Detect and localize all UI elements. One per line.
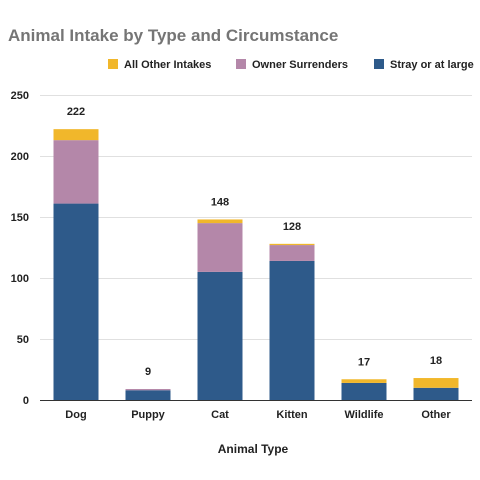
legend-item: Stray or at large xyxy=(374,59,474,71)
total-label: 17 xyxy=(358,356,370,368)
bar-segment-puppy-owner-surrenders xyxy=(125,389,171,391)
x-category-label: Other xyxy=(421,409,451,421)
y-axis-ticks: 0 50 100 150 200 250 xyxy=(11,90,29,407)
y-tick-label: 250 xyxy=(11,90,29,102)
total-label: 9 xyxy=(145,366,151,378)
bar-segment-wildlife-stray-or-at-large xyxy=(341,382,387,400)
bar-segment-dog-owner-surrenders xyxy=(53,140,99,204)
x-category-label: Puppy xyxy=(131,409,165,421)
bar-segment-other-stray-or-at-large xyxy=(413,387,459,400)
x-category-label: Wildlife xyxy=(344,409,383,421)
y-tick-label: 200 xyxy=(11,151,29,163)
bar-segment-kitten-all-other-intakes xyxy=(269,243,315,246)
chart-title: Animal Intake by Type and Circumstance xyxy=(8,26,338,45)
legend-label: All Other Intakes xyxy=(124,59,211,71)
bar-segment-kitten-owner-surrenders xyxy=(269,245,315,261)
total-labels: 222 9 148 128 17 18 xyxy=(67,106,442,378)
y-tick-label: 150 xyxy=(11,212,29,224)
bar-segment-other-all-other-intakes xyxy=(413,378,459,388)
legend-label: Owner Surrenders xyxy=(252,59,348,71)
bar-segment-cat-stray-or-at-large xyxy=(197,271,243,400)
bar-segment-dog-stray-or-at-large xyxy=(53,203,99,400)
x-category-label: Dog xyxy=(65,409,86,421)
gridlines xyxy=(40,95,472,340)
bar-segment-cat-all-other-intakes xyxy=(197,219,243,224)
bar-segment-wildlife-all-other-intakes xyxy=(341,379,387,383)
legend-item: All Other Intakes xyxy=(108,59,211,71)
x-axis-categories: Dog Puppy Cat Kitten Wildlife Other xyxy=(65,409,451,421)
x-category-label: Kitten xyxy=(276,409,307,421)
legend-label: Stray or at large xyxy=(390,59,474,71)
total-label: 148 xyxy=(211,196,229,208)
legend-swatch xyxy=(374,59,384,69)
bar-segment-dog-all-other-intakes xyxy=(53,129,99,141)
y-tick-label: 50 xyxy=(17,334,29,346)
legend-swatch xyxy=(236,59,246,69)
legend-item: Owner Surrenders xyxy=(236,59,348,71)
legend: All Other Intakes Owner Surrenders Stray o… xyxy=(108,59,474,71)
total-label: 18 xyxy=(430,355,442,367)
y-tick-label: 0 xyxy=(23,395,29,407)
total-label: 222 xyxy=(67,106,85,118)
x-axis-title: Animal Type xyxy=(218,442,289,456)
bar-segment-puppy-stray-or-at-large xyxy=(125,390,171,400)
total-label: 128 xyxy=(283,221,301,233)
bars xyxy=(53,129,459,400)
bar-segment-cat-owner-surrenders xyxy=(197,223,243,272)
bar-segment-kitten-stray-or-at-large xyxy=(269,260,315,400)
legend-swatch xyxy=(108,59,118,69)
x-category-label: Cat xyxy=(211,409,229,421)
y-tick-label: 100 xyxy=(11,273,29,285)
